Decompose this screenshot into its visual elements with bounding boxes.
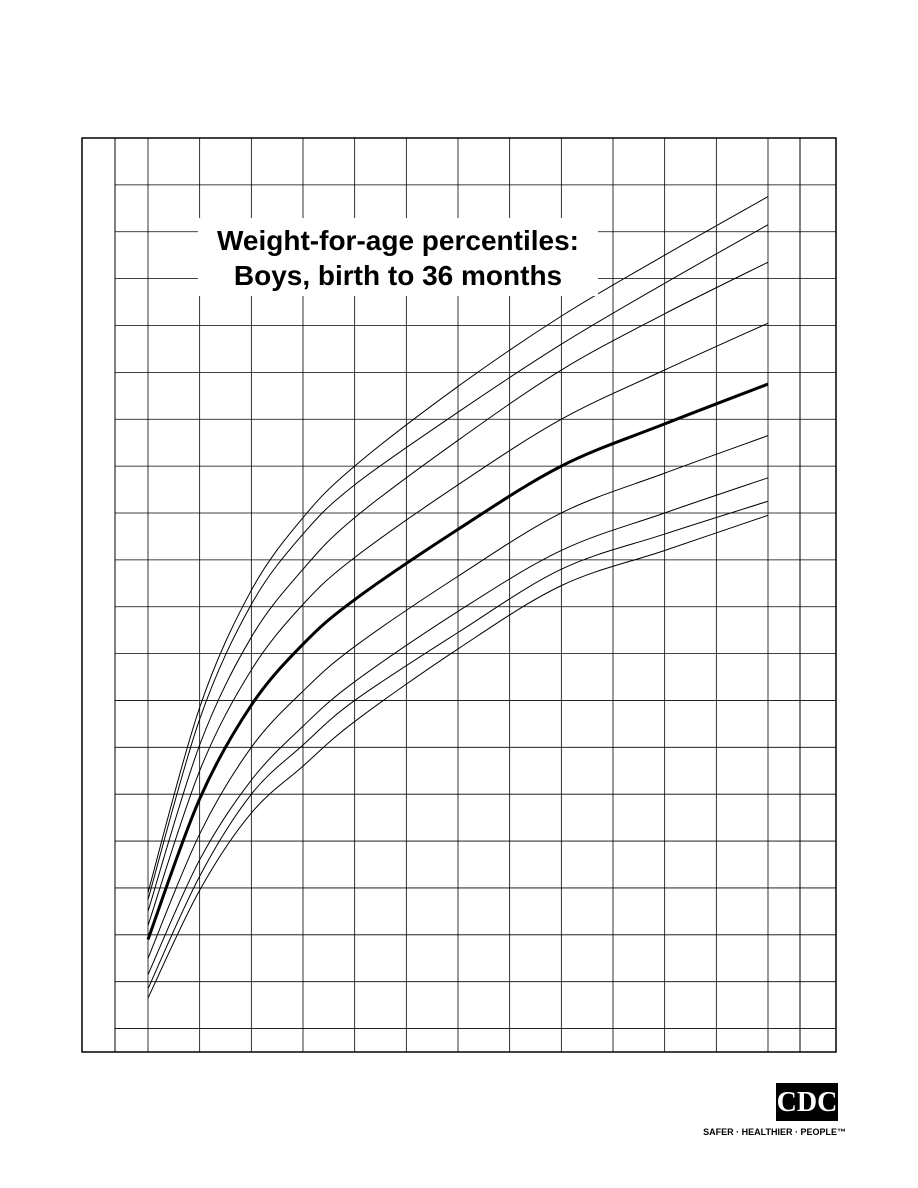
- percentile-line: [147, 477, 769, 975]
- chart-title: Weight-for-age percentiles:: [217, 225, 579, 256]
- percentile-line: [147, 514, 769, 999]
- percentile-line: [147, 500, 769, 989]
- chart-frame: [81, 137, 837, 1053]
- percentile-line: [147, 224, 769, 900]
- percentile-line: [147, 261, 769, 912]
- grid: [115, 137, 836, 1052]
- title-box: [198, 218, 598, 296]
- logo-box: [776, 1083, 838, 1121]
- percentile-curves: [146, 196, 769, 999]
- logo-text: CDC: [777, 1087, 838, 1118]
- percentile-line: [147, 435, 769, 959]
- chart-title: Boys, birth to 36 months: [234, 260, 562, 291]
- logo-tagline: SAFER · HEALTHIER · PEOPLE™: [703, 1127, 846, 1137]
- percentile-line: [146, 382, 769, 941]
- percentile-line: [147, 322, 769, 926]
- percentile-line: [147, 196, 769, 893]
